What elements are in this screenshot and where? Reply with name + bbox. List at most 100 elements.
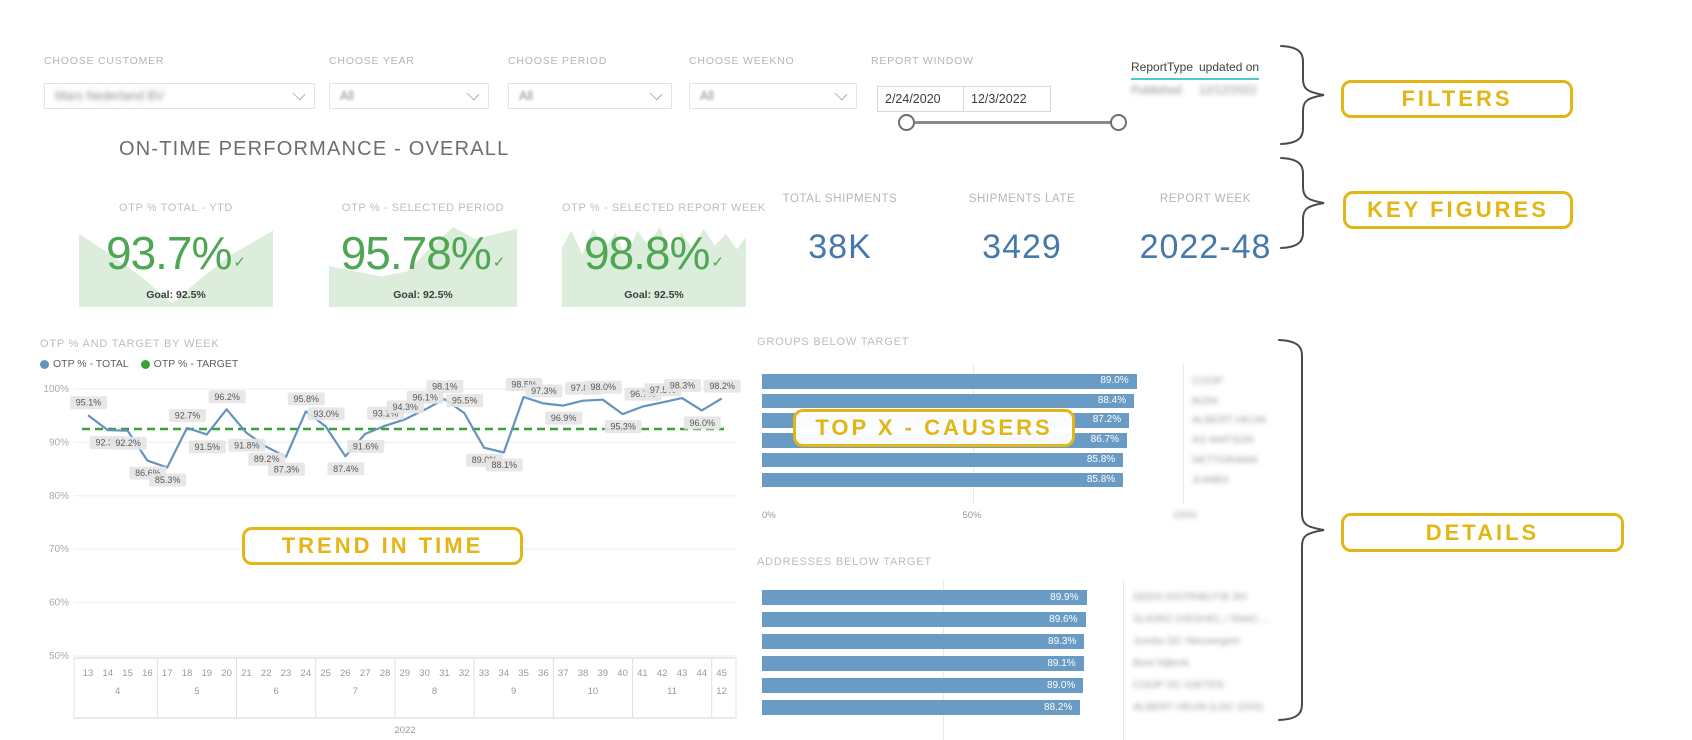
bar[interactable] — [762, 374, 1137, 389]
bar-value-label: 89.9% — [1050, 592, 1079, 603]
svg-text:96.0%: 96.0% — [690, 418, 716, 428]
customer-filter-label: CHOOSE CUSTOMER — [44, 55, 165, 67]
svg-text:17: 17 — [162, 668, 173, 679]
bar[interactable] — [762, 634, 1085, 649]
kpi-card-3-label: OTP % - SELECTED REPORT WEEK — [562, 202, 766, 214]
report-window-slider-handle-start[interactable] — [898, 114, 915, 131]
legend-dot-total — [40, 359, 49, 369]
bar-axis-label: 100% — [1173, 510, 1198, 521]
kpi-card-otp-ytd[interactable]: 93.7% ✓ Goal: 92.5% — [79, 222, 273, 307]
bar[interactable] — [762, 393, 1135, 409]
bar[interactable] — [762, 656, 1084, 671]
bar-category-label: Boni Nijkerk — [1133, 657, 1190, 669]
svg-text:93.0%: 93.0% — [313, 409, 339, 419]
svg-text:10: 10 — [588, 686, 599, 697]
svg-text:96.7%: 96.7% — [630, 389, 656, 399]
customer-dropdown-value: Mars Nederland BV — [55, 89, 165, 103]
bar-value-label: 89.6% — [1049, 614, 1078, 625]
svg-text:9: 9 — [511, 686, 516, 697]
bar[interactable] — [762, 678, 1084, 693]
addresses-below-target-chart[interactable]: ADDRESSES BELOW TARGET 89.9% DEEN DISTRIB… — [757, 552, 1297, 740]
svg-text:97.5%: 97.5% — [650, 385, 676, 395]
svg-text:31: 31 — [439, 668, 450, 679]
svg-text:96.2%: 96.2% — [214, 392, 240, 402]
svg-text:20: 20 — [221, 668, 232, 679]
svg-text:6: 6 — [273, 686, 278, 697]
svg-text:70%: 70% — [49, 544, 69, 555]
weekno-dropdown[interactable]: All — [689, 83, 857, 109]
svg-text:92.3%: 92.3% — [96, 438, 122, 448]
weekno-dropdown-value: All — [700, 89, 714, 103]
svg-text:35: 35 — [518, 668, 529, 679]
period-dropdown[interactable]: All — [508, 83, 672, 109]
bar-category-label: Jumbo DC Nieuwegein — [1133, 635, 1241, 647]
check-icon: ✓ — [492, 254, 506, 271]
customer-dropdown[interactable]: Mars Nederland BV — [44, 83, 315, 109]
bar[interactable] — [762, 590, 1087, 605]
bar[interactable] — [762, 472, 1124, 487]
chevron-down-icon — [834, 87, 848, 100]
filters-brace — [1280, 45, 1325, 145]
bar[interactable] — [762, 700, 1081, 715]
svg-text:60%: 60% — [49, 598, 69, 609]
svg-text:33: 33 — [479, 668, 490, 679]
report-window-slider-handle-end[interactable] — [1110, 114, 1127, 131]
report-week-value[interactable]: 2022-48 — [1139, 228, 1272, 266]
bar-value-label: 88.2% — [1044, 702, 1073, 713]
year-filter-label: CHOOSE YEAR — [329, 55, 415, 67]
bar-chart-gridline — [1123, 580, 1124, 740]
report-window-end-input[interactable] — [963, 86, 1051, 112]
svg-text:91.8%: 91.8% — [234, 440, 260, 450]
kpi-card-otp-week[interactable]: 98.8% ✓ Goal: 92.5% — [562, 222, 746, 307]
svg-text:23: 23 — [281, 668, 292, 679]
total-shipments-value[interactable]: 38K — [808, 228, 872, 266]
year-dropdown-value: All — [340, 89, 354, 103]
shipments-late-value[interactable]: 3429 — [982, 228, 1062, 266]
bar-value-label: 89.0% — [1100, 375, 1129, 386]
details-brace — [1278, 339, 1325, 721]
groups-chart-title: GROUPS BELOW TARGET — [757, 336, 910, 348]
svg-text:43: 43 — [677, 668, 688, 679]
kpi-card-1-label: OTP % TOTAL - YTD — [119, 202, 233, 214]
svg-text:88.1%: 88.1% — [492, 460, 518, 470]
report-info-reporttype-value: Published — [1131, 85, 1182, 97]
svg-text:22: 22 — [261, 668, 272, 679]
svg-text:92.2%: 92.2% — [115, 438, 141, 448]
report-info-col-reporttype: ReportType — [1131, 60, 1194, 74]
year-dropdown[interactable]: All — [329, 83, 489, 109]
report-window-slider-track[interactable] — [907, 121, 1119, 124]
svg-text:27: 27 — [360, 668, 371, 679]
svg-text:85.3%: 85.3% — [155, 475, 181, 485]
bar-chart-gridline — [1183, 364, 1184, 504]
bar-category-label: ALBERT HEIJN — [1192, 414, 1266, 427]
bar[interactable] — [762, 452, 1124, 468]
kpi-goal: Goal: 92.5% — [146, 289, 206, 301]
bar-value-label: 87.2% — [1092, 414, 1122, 426]
total-shipments-label: TOTAL SHIPMENTS — [782, 193, 898, 205]
svg-text:100%: 100% — [43, 384, 69, 395]
svg-text:42: 42 — [657, 668, 668, 679]
kpi-card-otp-period[interactable]: 95.78% ✓ Goal: 92.5% — [329, 222, 517, 307]
report-window-label: REPORT WINDOW — [871, 55, 974, 67]
report-window-start-input[interactable] — [877, 86, 965, 112]
chevron-down-icon — [466, 87, 480, 100]
bar-category-label: JUMBO — [1192, 473, 1229, 486]
svg-text:5: 5 — [194, 686, 199, 697]
annotation-details: DETAILS — [1341, 513, 1624, 552]
svg-text:96.1%: 96.1% — [412, 392, 438, 402]
svg-text:89.2%: 89.2% — [254, 454, 280, 464]
svg-text:93.1%: 93.1% — [373, 408, 399, 418]
svg-text:38: 38 — [578, 668, 589, 679]
bar-category-label: COOP — [1192, 375, 1223, 387]
check-icon: ✓ — [711, 254, 724, 271]
svg-text:45: 45 — [716, 668, 727, 679]
kpi-goal: Goal: 92.5% — [393, 289, 453, 301]
svg-text:28: 28 — [380, 668, 391, 679]
svg-text:8: 8 — [432, 686, 437, 697]
svg-text:37: 37 — [558, 668, 569, 679]
trend-line-chart[interactable]: 100% 90% 80% 70% 60% 50% 95.1% 92.3% 92.2% 86.6% 8… — [40, 376, 752, 740]
bar[interactable] — [762, 612, 1086, 627]
bar-category-label: DEEN DISTRIBUTIE BV — [1133, 591, 1248, 603]
svg-text:98.0%: 98.0% — [591, 382, 617, 392]
weekno-filter-label: CHOOSE WEEKNO — [689, 55, 795, 67]
